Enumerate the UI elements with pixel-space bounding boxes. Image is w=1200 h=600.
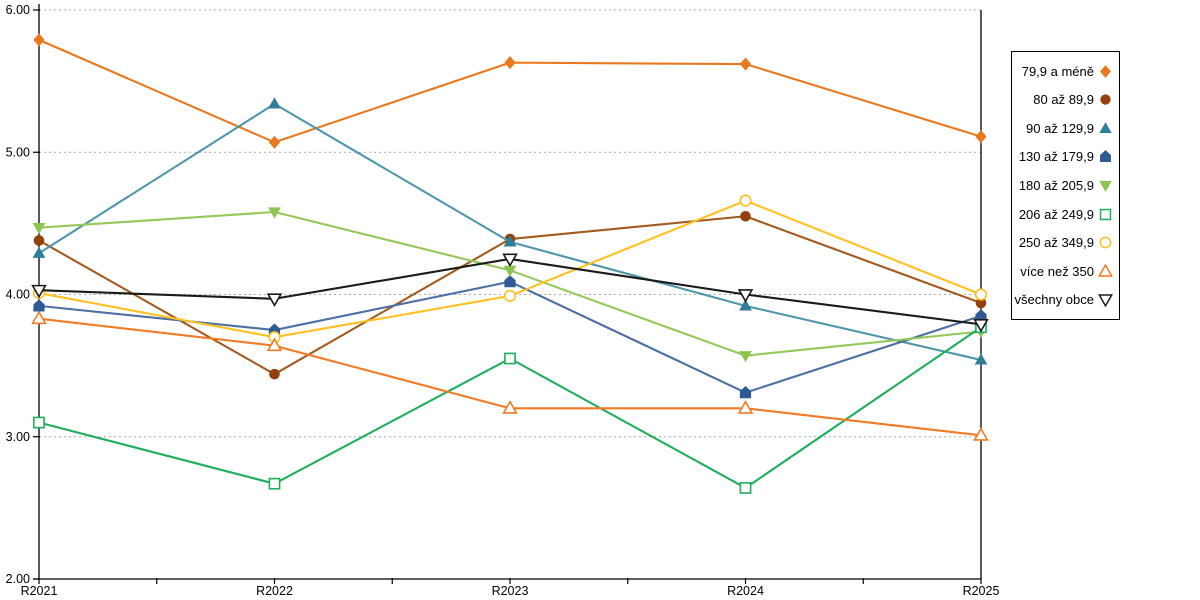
legend: 79,9 a méně 80 až 89,9 90 až 129,9 130 až 1… (1011, 51, 1120, 320)
triangle-down-marker-icon (268, 207, 281, 219)
series-9 (31, 253, 989, 333)
triangle-down-open-icon (1098, 294, 1113, 308)
gridlines (39, 9, 981, 438)
triangle-up-open-marker-icon (502, 400, 518, 414)
pentagon-marker-icon (33, 299, 45, 312)
y-axis-label: 3.00 (6, 430, 30, 444)
legend-label: 79,9 a méně (1021, 63, 1094, 79)
legend-label: 206 až 249,9 (1018, 206, 1094, 222)
diamond-marker-icon (975, 130, 987, 144)
triangle-up-icon (1099, 121, 1112, 133)
triangle-down-icon (1099, 180, 1112, 192)
legend-item: 130 až 179,9 (1019, 149, 1113, 164)
legend-item: 90 až 129,9 (1026, 121, 1113, 136)
square-open-icon (1099, 208, 1112, 220)
series-line (38, 317, 982, 437)
triangle-up-marker-icon (974, 353, 988, 365)
legend-label: 250 až 349,9 (1018, 235, 1094, 251)
x-axis-label: R2025 (963, 584, 1000, 598)
circle-icon (1100, 94, 1111, 105)
legend-item: 80 až 89,9 (1033, 92, 1113, 107)
square-open-marker-icon (504, 352, 516, 365)
pentagon-marker-icon (975, 309, 987, 322)
x-axis-label: R2023 (492, 584, 529, 598)
legend-item: 250 až 349,9 (1019, 235, 1113, 250)
triangle-up-open-marker-icon (737, 400, 754, 414)
circle-marker-icon (269, 368, 280, 380)
legend-label: 80 až 89,9 (1033, 92, 1094, 108)
square-open-marker-icon (268, 477, 281, 490)
legend-item: 180 až 205,9 (1019, 178, 1113, 193)
circle-open-marker-icon (974, 288, 988, 301)
y-axis-label: 6.00 (6, 3, 30, 17)
triangle-up-marker-icon (268, 97, 281, 109)
series-1 (33, 33, 987, 149)
axes: 2.00 3.00 4.00 5.00 6.00 R2021 R2022 R2023 R2024… (6, 3, 1000, 598)
series-8 (31, 310, 989, 441)
diamond-icon (1100, 64, 1111, 78)
triangle-down-marker-icon (32, 223, 46, 235)
x-axis-label: R2024 (727, 584, 764, 598)
x-axis-label: R2021 (21, 584, 58, 598)
triangle-down-open-marker-icon (502, 253, 518, 268)
legend-label: více než 350 (1020, 263, 1094, 279)
pentagon-marker-icon (739, 386, 752, 399)
circle-marker-icon (975, 297, 987, 309)
circle-marker-icon (740, 210, 751, 222)
y-axis-label: 4.00 (6, 288, 30, 302)
series-7 (32, 194, 988, 344)
triangle-down-open-marker-icon (973, 318, 989, 333)
triangle-down-open-marker-icon (737, 289, 754, 303)
circle-marker-icon (33, 235, 45, 246)
pentagon-icon (1100, 150, 1111, 163)
series-3 (32, 97, 988, 365)
legend-label: všechny obce (1014, 292, 1095, 308)
legend-label: 130 až 179,9 (1018, 149, 1094, 165)
circle-open-marker-icon (739, 194, 752, 207)
legend-label: 90 až 129,9 (1026, 120, 1094, 136)
legend-item: 79,9 a méně (1022, 64, 1113, 79)
triangle-up-marker-icon (32, 246, 46, 258)
diamond-marker-icon (33, 33, 45, 47)
y-axis-label: 5.00 (6, 145, 30, 159)
x-axis-label: R2022 (256, 584, 293, 598)
series-5 (32, 207, 988, 363)
triangle-down-open-marker-icon (266, 293, 283, 307)
square-open-marker-icon (33, 416, 45, 429)
legend-item: všechny obce (1014, 292, 1114, 308)
diamond-marker-icon (504, 56, 516, 70)
triangle-up-open-marker-icon (266, 337, 283, 352)
circle-open-marker-icon (503, 289, 517, 303)
pentagon-marker-icon (504, 275, 516, 288)
legend-item: více než 350 (1020, 263, 1113, 279)
triangle-down-marker-icon (503, 265, 517, 277)
circle-open-icon (1099, 236, 1112, 249)
diamond-marker-icon (739, 57, 752, 71)
legend-label: 180 až 205,9 (1018, 177, 1094, 193)
triangle-down-open-marker-icon (31, 284, 47, 299)
square-open-marker-icon (739, 482, 752, 494)
triangle-up-open-marker-icon (973, 427, 989, 441)
y-axis-label: 2.00 (6, 572, 30, 586)
triangle-up-open-icon (1098, 263, 1113, 277)
triangle-up-marker-icon (739, 299, 752, 311)
triangle-up-open-marker-icon (31, 310, 47, 325)
triangle-up-marker-icon (503, 235, 517, 247)
series-line (38, 38, 982, 144)
legend-item: 206 až 249,9 (1019, 207, 1113, 222)
diamond-marker-icon (268, 135, 281, 149)
triangle-down-marker-icon (739, 351, 752, 363)
